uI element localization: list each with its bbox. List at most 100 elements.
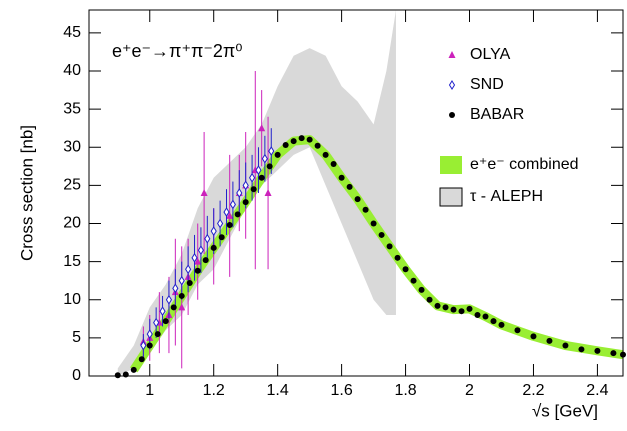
y-axis-label: Cross section [nb] — [17, 125, 36, 261]
data-point — [250, 186, 257, 193]
data-point — [229, 199, 236, 210]
data-point — [338, 174, 345, 181]
data-point — [172, 283, 179, 294]
data-point — [530, 333, 537, 340]
data-point — [362, 206, 369, 213]
data-point — [442, 304, 449, 311]
y-tick-label: 30 — [63, 138, 81, 155]
legend-marker — [448, 80, 456, 90]
y-tick-label: 20 — [63, 215, 81, 232]
data-point — [165, 294, 173, 305]
chart-title: e⁺e⁻→π⁺π⁻2π⁰ — [112, 41, 243, 61]
data-point — [255, 165, 262, 176]
data-point — [394, 254, 401, 261]
data-point — [217, 218, 224, 229]
legend-marker — [448, 51, 456, 58]
y-tick-label: 45 — [63, 24, 81, 41]
data-point — [322, 151, 329, 158]
data-point — [264, 189, 272, 196]
data-point — [434, 302, 441, 309]
x-tick-label: 1.4 — [267, 382, 289, 399]
x-axis-label: √s [GeV] — [532, 401, 598, 420]
plot-frame — [88, 9, 624, 377]
data-point — [130, 366, 137, 373]
data-point — [386, 243, 393, 250]
x-tick-label: 2 — [465, 382, 474, 399]
data-point — [159, 306, 166, 317]
data-point — [236, 188, 243, 198]
data-point — [268, 146, 275, 157]
data-point — [450, 306, 457, 313]
x-tick-label: 1.2 — [203, 382, 225, 399]
data-point — [466, 305, 473, 312]
data-point — [298, 135, 305, 142]
data-point — [514, 327, 521, 334]
data-point — [202, 257, 209, 264]
data-point — [306, 136, 313, 143]
data-point — [162, 318, 169, 325]
legend-marker — [449, 112, 455, 118]
y-tick-label: 5 — [72, 329, 81, 346]
data-point — [234, 211, 241, 218]
data-point — [146, 329, 153, 340]
data-point — [218, 234, 225, 241]
data-point — [242, 180, 249, 191]
data-point — [191, 252, 198, 263]
data-point — [204, 233, 211, 244]
legend-label: e⁺e⁻ combined — [470, 156, 579, 173]
y-tick-label: 0 — [72, 367, 81, 384]
data-point — [226, 211, 234, 219]
legend-swatch — [439, 187, 463, 207]
data-point — [154, 331, 161, 338]
data-point — [210, 226, 217, 237]
data-point — [498, 321, 505, 328]
y-tick-label: 10 — [63, 291, 81, 308]
data-point — [266, 163, 273, 170]
data-point — [242, 199, 249, 206]
data-point — [178, 292, 185, 299]
data-point — [482, 313, 489, 320]
legend-label: τ - ALEPH — [470, 188, 543, 205]
data-point — [140, 340, 147, 351]
data-point — [122, 371, 129, 378]
data-point — [370, 220, 377, 227]
x-tick-label: 1.8 — [394, 382, 416, 399]
data-point — [410, 277, 417, 284]
data-point — [258, 174, 265, 181]
data-point — [258, 124, 266, 132]
data-point — [274, 151, 281, 158]
data-point — [138, 356, 145, 363]
x-tick-label: 2.2 — [522, 382, 544, 399]
plot-area — [114, 10, 626, 379]
data-point — [114, 372, 121, 379]
data-point — [594, 347, 601, 354]
data-point — [330, 161, 337, 168]
data-point — [562, 342, 569, 349]
data-point — [200, 189, 208, 196]
data-point — [194, 267, 201, 274]
data-point — [226, 222, 233, 229]
y-tick-label: 25 — [63, 177, 81, 194]
legend-label: SND — [470, 76, 504, 93]
data-point — [223, 207, 230, 218]
data-point — [197, 245, 205, 256]
data-point — [578, 346, 585, 353]
data-point — [146, 342, 153, 349]
data-point — [546, 337, 553, 344]
legend-label: BABAR — [470, 106, 524, 123]
y-tick-label: 35 — [63, 100, 81, 117]
data-point — [610, 350, 617, 357]
data-point — [194, 257, 202, 265]
data-point — [418, 286, 425, 293]
data-point — [282, 141, 289, 148]
data-point — [474, 312, 481, 318]
data-point — [346, 183, 353, 190]
data-point — [186, 279, 193, 286]
data-point — [290, 138, 297, 145]
data-point — [402, 266, 409, 273]
data-point — [210, 244, 217, 251]
legend-label: OLYA — [470, 46, 511, 63]
data-point — [354, 196, 361, 203]
x-tick-label: 1 — [145, 382, 154, 399]
